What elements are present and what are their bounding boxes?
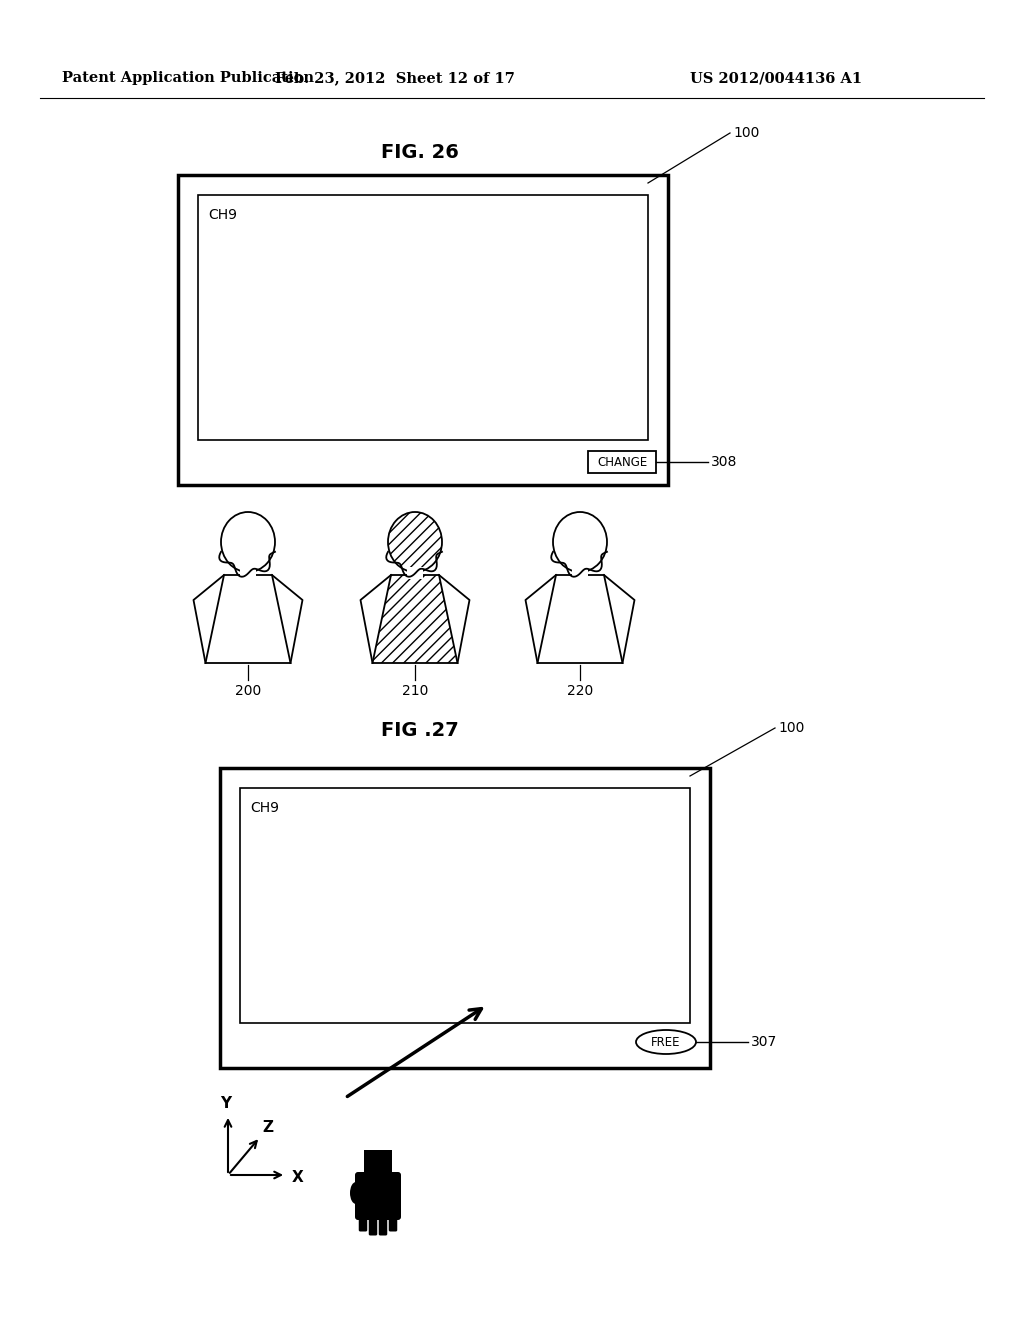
Text: 308: 308: [711, 455, 737, 469]
FancyBboxPatch shape: [355, 1172, 401, 1220]
Text: FIG. 26: FIG. 26: [381, 143, 459, 161]
Bar: [572, 568, 588, 579]
Text: 100: 100: [733, 125, 760, 140]
Text: CH9: CH9: [250, 801, 279, 814]
FancyBboxPatch shape: [358, 1210, 368, 1232]
FancyBboxPatch shape: [178, 176, 668, 484]
Text: 307: 307: [751, 1035, 777, 1049]
Text: Patent Application Publication: Patent Application Publication: [62, 71, 314, 84]
Polygon shape: [206, 576, 291, 663]
Bar: [588, 451, 656, 473]
Bar: [240, 788, 690, 1023]
Ellipse shape: [388, 512, 442, 572]
Bar: [198, 195, 648, 440]
FancyBboxPatch shape: [369, 1210, 377, 1236]
Text: 220: 220: [567, 684, 593, 698]
Polygon shape: [538, 576, 623, 663]
Text: FIG .27: FIG .27: [381, 721, 459, 739]
Text: FREE: FREE: [651, 1035, 681, 1048]
Text: Y: Y: [220, 1096, 231, 1110]
Text: X: X: [292, 1170, 304, 1184]
Text: Z: Z: [262, 1119, 273, 1134]
Text: 210: 210: [401, 684, 428, 698]
Polygon shape: [373, 576, 458, 663]
Ellipse shape: [221, 512, 275, 572]
Bar: [240, 568, 256, 579]
Bar: [364, 1150, 392, 1180]
Ellipse shape: [636, 1030, 696, 1053]
FancyBboxPatch shape: [379, 1210, 387, 1236]
Text: 100: 100: [778, 721, 805, 735]
Text: US 2012/0044136 A1: US 2012/0044136 A1: [690, 71, 862, 84]
Text: CH9: CH9: [208, 209, 237, 222]
Ellipse shape: [350, 1181, 362, 1204]
Ellipse shape: [553, 512, 607, 572]
Text: Feb. 23, 2012  Sheet 12 of 17: Feb. 23, 2012 Sheet 12 of 17: [275, 71, 515, 84]
Text: 200: 200: [234, 684, 261, 698]
FancyBboxPatch shape: [389, 1210, 397, 1232]
FancyBboxPatch shape: [220, 768, 710, 1068]
Bar: [407, 568, 423, 579]
Text: CHANGE: CHANGE: [597, 455, 647, 469]
